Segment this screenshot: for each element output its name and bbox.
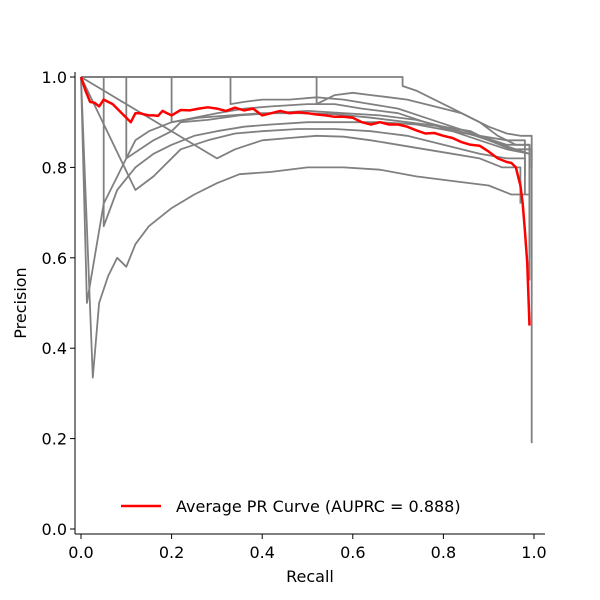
- x-tick-label: 0.0: [68, 543, 93, 562]
- x-tick-label: 0.2: [159, 543, 184, 562]
- y-ticks: 0.0 0.2 0.4 0.6 0.8 1.0: [42, 68, 75, 539]
- y-tick-label: 0.4: [42, 339, 67, 358]
- y-tick-label: 0.6: [42, 249, 67, 268]
- average-curve-layer: [79, 76, 531, 326]
- x-tick-label: 0.8: [431, 543, 456, 562]
- fold-pr-curve-6: [81, 76, 526, 177]
- average-pr-curve: [79, 76, 531, 326]
- fold-pr-curve-4: [81, 76, 531, 213]
- fold-pr-curve-8: [81, 76, 533, 168]
- y-tick-label: 0.0: [42, 520, 67, 539]
- fold-pr-curve-2: [80, 76, 531, 379]
- legend-label-average: Average PR Curve (AUPRC = 0.888): [176, 497, 461, 516]
- x-tick-label: 0.6: [340, 543, 365, 562]
- x-tick-label: 0.4: [249, 543, 274, 562]
- y-axis-label: Precision: [11, 267, 30, 338]
- x-ticks: 0.0 0.2 0.4 0.6 0.8 1.0: [68, 534, 547, 562]
- fold-pr-curve-9: [80, 76, 526, 195]
- fold-pr-curve-7: [81, 76, 531, 249]
- legend: Average PR Curve (AUPRC = 0.888): [121, 497, 461, 516]
- y-tick-label: 1.0: [42, 68, 67, 87]
- x-axis-label: Recall: [286, 567, 334, 586]
- axes: [74, 72, 545, 535]
- x-tick-label: 1.0: [521, 543, 546, 562]
- fold-pr-curve-10: [80, 76, 522, 204]
- fold-curves-layer: [80, 76, 533, 444]
- y-tick-label: 0.8: [42, 158, 67, 177]
- y-tick-label: 0.2: [42, 430, 67, 449]
- fold-pr-curve-5: [81, 76, 531, 213]
